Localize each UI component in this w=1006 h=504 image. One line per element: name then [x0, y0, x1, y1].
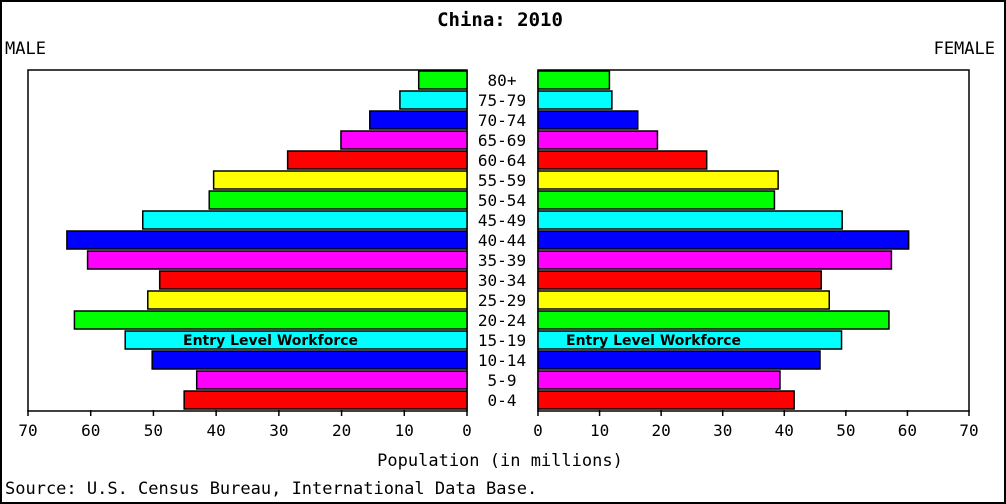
age-label-10-14: 10-14 [478, 351, 526, 370]
male-bar-50-54 [208, 190, 468, 210]
male-bar-5-9 [195, 370, 468, 390]
female-bar-60-64 [537, 150, 708, 170]
male-bar-15-19 [124, 330, 468, 350]
male-side-label: MALE [5, 39, 46, 59]
male-annotation: Entry Level Workforce [183, 333, 358, 349]
age-label-15-19: 15-19 [478, 331, 526, 350]
x-axis-label: Population (in millions) [377, 451, 623, 471]
male-tick-label: 30 [269, 421, 288, 440]
male-tick-label: 60 [81, 421, 100, 440]
female-bar-80plus [537, 70, 611, 90]
male-bar-35-39 [86, 250, 468, 270]
male-bar-75-79 [399, 90, 468, 110]
age-label-70-74: 70-74 [478, 111, 526, 130]
female-tick-label: 20 [652, 421, 671, 440]
female-bar-55-59 [537, 170, 779, 190]
male-bars [66, 70, 468, 410]
age-label-65-69: 65-69 [478, 131, 526, 150]
female-tick-label: 40 [775, 421, 794, 440]
male-bar-65-69 [340, 130, 468, 150]
male-bar-0-4 [183, 390, 468, 410]
male-bar-70-74 [369, 110, 468, 130]
male-bar-25-29 [147, 290, 468, 310]
female-bar-20-24 [537, 310, 890, 330]
male-tick-label: 0 [462, 421, 472, 440]
age-label-55-59: 55-59 [478, 171, 526, 190]
female-x-axis: 70 60 50 40 30 20 10 0 [533, 410, 979, 440]
age-label-40-44: 40-44 [478, 231, 526, 250]
male-bar-10-14 [151, 350, 468, 370]
female-bar-40-44 [537, 230, 910, 250]
male-bar-45-49 [142, 210, 468, 230]
male-tick-label: 10 [395, 421, 414, 440]
female-bar-70-74 [537, 110, 639, 130]
age-label-80plus: 80+ [488, 71, 517, 90]
male-bar-20-24 [73, 310, 468, 330]
male-tick-label: 40 [207, 421, 226, 440]
female-bar-75-79 [537, 90, 613, 110]
age-label-5-9: 5-9 [488, 371, 517, 390]
male-bar-80plus [417, 70, 468, 90]
male-bar-40-44 [66, 230, 468, 250]
female-tick-label: 0 [533, 421, 543, 440]
female-bar-35-39 [537, 250, 893, 270]
male-tick-label: 70 [18, 421, 37, 440]
age-label-45-49: 45-49 [478, 211, 526, 230]
female-bar-25-29 [537, 290, 830, 310]
female-bars [537, 70, 910, 410]
male-bar-30-34 [158, 270, 468, 290]
age-label-75-79: 75-79 [478, 91, 526, 110]
female-tick-label: 60 [898, 421, 917, 440]
male-tick-label: 50 [144, 421, 163, 440]
age-label-35-39: 35-39 [478, 251, 526, 270]
chart-annotations: Entry Level Workforce Entry Level Workfor… [183, 333, 741, 349]
female-bar-5-9 [537, 370, 781, 390]
age-label-30-34: 30-34 [478, 271, 526, 290]
male-tick-label: 20 [332, 421, 351, 440]
female-bar-50-54 [537, 190, 776, 210]
female-bar-15-19 [537, 330, 843, 350]
female-tick-label: 50 [836, 421, 855, 440]
female-bar-65-69 [537, 130, 659, 150]
age-label-25-29: 25-29 [478, 291, 526, 310]
source-note: Source: U.S. Census Bureau, Internationa… [5, 479, 537, 499]
age-label-50-54: 50-54 [478, 191, 526, 210]
female-annotation: Entry Level Workforce [566, 333, 741, 349]
female-bar-10-14 [537, 350, 821, 370]
male-bar-60-64 [286, 150, 468, 170]
female-bar-0-4 [537, 390, 795, 410]
age-group-labels: 80+75-7970-7465-6960-6455-5950-5445-4940… [478, 71, 526, 410]
age-label-0-4: 0-4 [488, 391, 517, 410]
age-label-60-64: 60-64 [478, 151, 526, 170]
female-side-label: FEMALE [934, 39, 995, 59]
female-tick-label: 30 [713, 421, 732, 440]
male-bar-55-59 [212, 170, 468, 190]
female-bar-45-49 [537, 210, 843, 230]
male-x-axis: 70 60 50 40 30 20 10 0 [18, 410, 472, 440]
female-tick-label: 10 [590, 421, 609, 440]
chart-title: China: 2010 [437, 9, 563, 31]
female-bar-30-34 [537, 270, 822, 290]
age-label-20-24: 20-24 [478, 311, 526, 330]
female-tick-label: 70 [959, 421, 978, 440]
